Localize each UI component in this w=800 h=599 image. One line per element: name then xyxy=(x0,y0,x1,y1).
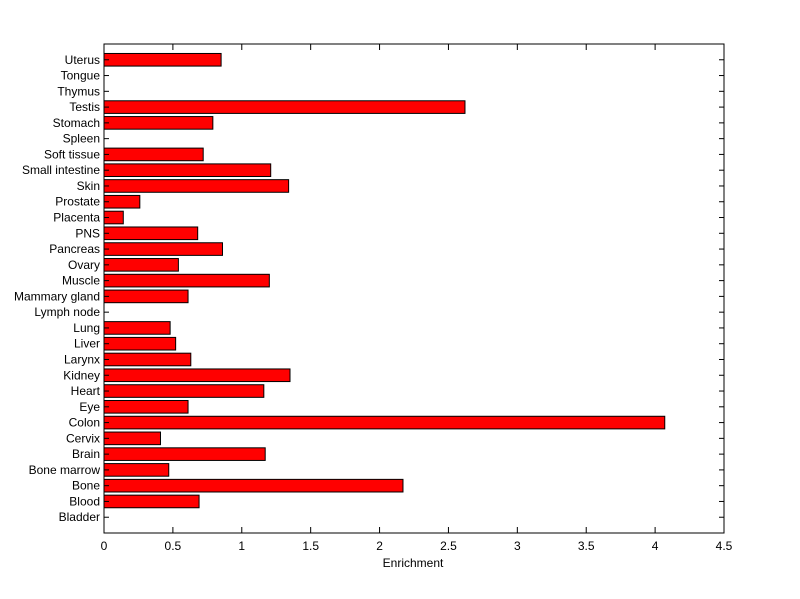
y-tick-label: Uterus xyxy=(65,53,100,67)
x-tick-label: 2.5 xyxy=(440,539,457,553)
bar-uterus xyxy=(103,52,222,67)
bar-pancreas xyxy=(103,242,223,256)
bar-ovary xyxy=(103,258,179,272)
bar-colon xyxy=(103,415,666,430)
bar-cervix xyxy=(103,431,161,446)
x-tick-label: 0 xyxy=(101,539,108,553)
bar-small-intestine xyxy=(103,163,272,178)
bar-brain xyxy=(103,447,266,461)
y-tick-label: Cervix xyxy=(66,431,100,445)
y-tick-label: Eye xyxy=(79,400,100,414)
x-tick-group: 0 0.5 1 1.5 2 2.5 3 3.5 4 4.5 xyxy=(101,44,733,553)
x-axis-title: Enrichment xyxy=(383,556,444,570)
y-tick-label: Blood xyxy=(69,494,100,508)
x-tick-label: 3.5 xyxy=(578,539,595,553)
bar-mammary-gland xyxy=(103,289,189,304)
x-tick-label: 1.5 xyxy=(302,539,319,553)
y-tick-label: Placenta xyxy=(53,211,100,225)
y-tick-label: Skin xyxy=(77,179,100,193)
y-tick-label: Ovary xyxy=(68,258,100,272)
bar-prostate xyxy=(103,194,141,209)
bar-pns xyxy=(103,226,199,241)
y-tick-label: Muscle xyxy=(62,274,100,288)
y-tick-label: Soft tissue xyxy=(44,147,100,161)
y-tick-label: Pancreas xyxy=(49,242,100,256)
y-tick-label: Kidney xyxy=(63,368,100,382)
bar-soft-tissue xyxy=(103,147,204,162)
bar-eye xyxy=(103,399,189,414)
x-tick-label: 0.5 xyxy=(165,539,182,553)
y-tick-label: Heart xyxy=(71,384,101,398)
y-tick-label: PNS xyxy=(75,226,100,240)
y-tick-label: Tongue xyxy=(61,69,101,83)
y-tick-label: Brain xyxy=(72,447,100,461)
y-tick-label: Colon xyxy=(69,416,100,430)
bar-lung xyxy=(103,321,171,335)
bar-kidney xyxy=(103,368,291,383)
y-tick-label: Larynx xyxy=(64,352,100,366)
bar-liver xyxy=(103,336,177,351)
x-tick-label: 4.5 xyxy=(716,539,733,553)
bar-bone-marrow xyxy=(103,463,170,477)
y-tick-label: Bone marrow xyxy=(29,463,101,477)
x-tick-label: 2 xyxy=(376,539,383,553)
y-tick-label: Mammary gland xyxy=(14,289,100,303)
y-tick-label: Small intestine xyxy=(22,163,100,177)
bar-larynx xyxy=(103,352,192,367)
y-tick-label: Liver xyxy=(74,337,100,351)
y-tick-label: Thymus xyxy=(57,84,100,98)
bar-stomach xyxy=(103,116,214,130)
bar-testis xyxy=(103,100,466,114)
y-tick-label: Lymph node xyxy=(34,305,100,319)
y-tick-label: Bladder xyxy=(59,510,100,524)
y-tick-label: Prostate xyxy=(55,195,100,209)
y-tick-label: Testis xyxy=(69,100,100,114)
y-tick-label: Spleen xyxy=(63,132,100,146)
x-tick-label: 1 xyxy=(238,539,245,553)
bar-blood xyxy=(103,494,200,509)
y-tick-label: Stomach xyxy=(53,116,100,130)
bar-muscle xyxy=(103,273,270,288)
y-tick-label: Lung xyxy=(73,321,100,335)
x-tick-label: 3 xyxy=(514,539,521,553)
bar-heart xyxy=(103,384,265,398)
bars-group xyxy=(103,52,666,509)
bar-skin xyxy=(103,179,290,193)
bar-bone xyxy=(103,478,404,493)
x-tick-label: 4 xyxy=(652,539,659,553)
y-tick-label: Bone xyxy=(72,479,100,493)
